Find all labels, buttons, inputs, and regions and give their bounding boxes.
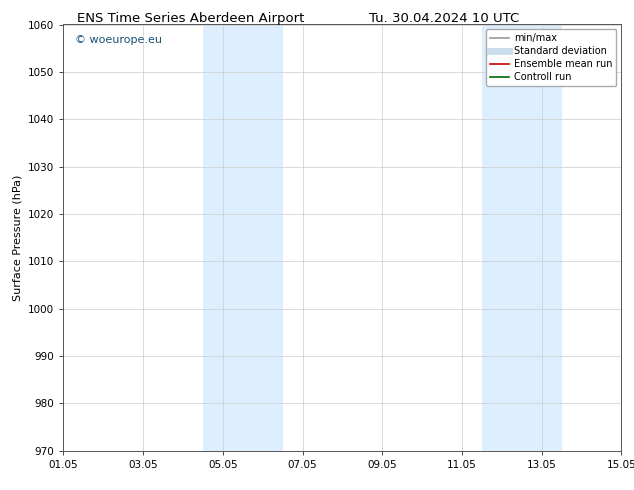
Legend: min/max, Standard deviation, Ensemble mean run, Controll run: min/max, Standard deviation, Ensemble me…	[486, 29, 616, 86]
Bar	[203, 24, 283, 451]
Text: Tu. 30.04.2024 10 UTC: Tu. 30.04.2024 10 UTC	[369, 12, 519, 25]
Text: ENS Time Series Aberdeen Airport: ENS Time Series Aberdeen Airport	[77, 12, 304, 25]
Y-axis label: Surface Pressure (hPa): Surface Pressure (hPa)	[13, 174, 23, 301]
Bar	[482, 24, 562, 451]
Text: © woeurope.eu: © woeurope.eu	[75, 35, 162, 45]
